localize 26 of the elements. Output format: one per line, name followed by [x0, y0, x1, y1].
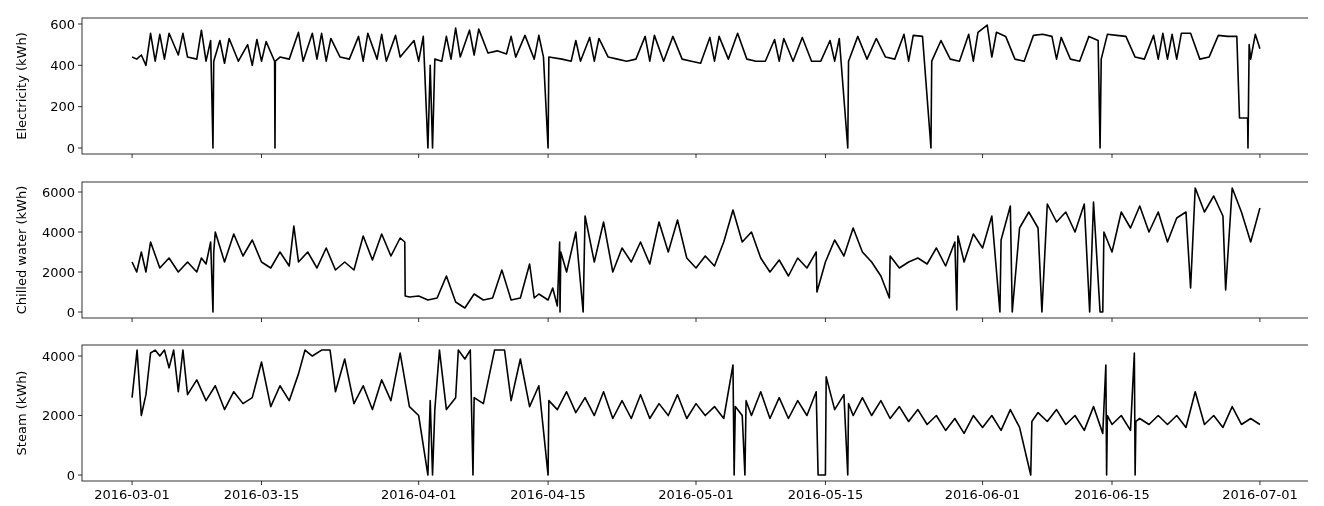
y-tick-label: 2000	[41, 408, 75, 424]
y-axis-title: Electricity (kWh)	[14, 32, 29, 140]
x-tick-label: 2016-05-01	[658, 487, 734, 502]
x-tick-label: 2016-04-15	[510, 487, 586, 502]
line-series	[131, 349, 1261, 476]
y-tick-label: 6000	[41, 184, 75, 200]
y-tick-label: 2000	[41, 264, 75, 280]
line-series	[131, 187, 1261, 313]
line-series	[131, 24, 1261, 149]
y-tick-label: 4000	[41, 348, 75, 364]
y-tick-label: 0	[66, 140, 75, 156]
y-tick-label: 4000	[41, 224, 75, 240]
y-tick-label: 600	[50, 16, 75, 32]
x-tick-label: 2016-06-15	[1074, 487, 1150, 502]
x-tick-label: 2016-05-15	[787, 487, 864, 502]
x-tick-label: 2016-07-01	[1222, 487, 1298, 502]
x-tick-label: 2016-04-01	[380, 487, 457, 502]
x-tick-label: 2016-03-15	[223, 487, 300, 502]
x-tick-label: 2016-06-01	[944, 487, 1021, 502]
x-tick-label: 2016-03-01	[94, 487, 170, 502]
y-tick-label: 0	[66, 304, 75, 320]
y-tick-label: 0	[66, 467, 75, 483]
y-tick-label: 200	[50, 99, 75, 115]
y-tick-label: 400	[50, 57, 75, 73]
y-axis-title: Steam (kWh)	[14, 370, 29, 456]
y-axis-title: Chilled water (kWh)	[14, 185, 29, 315]
